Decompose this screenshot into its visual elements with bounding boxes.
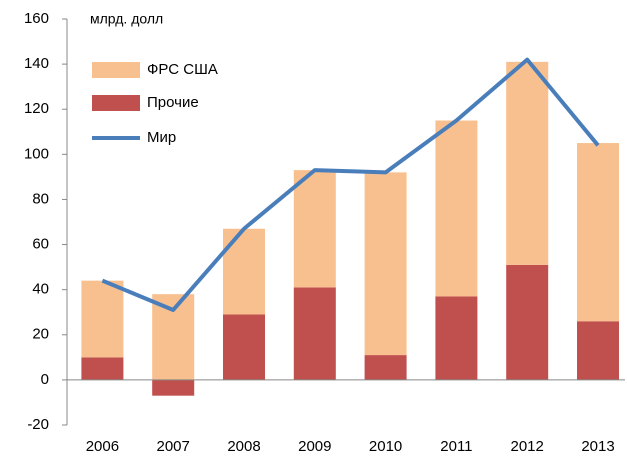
y-tick-label: -20 — [27, 416, 49, 433]
x-tick-label: 2013 — [581, 438, 614, 455]
bar-segment — [223, 314, 265, 380]
x-tick-label: 2010 — [369, 438, 402, 455]
bar-segment — [81, 280, 124, 358]
x-tick-label: 2009 — [298, 438, 331, 455]
x-tick-label: 2006 — [86, 438, 119, 455]
bar-segment — [223, 228, 265, 315]
y-tick-label: 140 — [24, 55, 49, 72]
bar-segment — [577, 321, 619, 380]
legend-swatch — [92, 95, 140, 111]
y-tick-label: 100 — [24, 145, 49, 162]
bar-segment — [293, 170, 336, 288]
y-tick-label: 40 — [32, 281, 49, 298]
bar-segment — [152, 379, 195, 396]
legend-swatch — [92, 62, 140, 78]
bar-segment — [577, 143, 619, 322]
bar-segment — [364, 355, 407, 380]
x-tick-label: 2008 — [227, 438, 260, 455]
bar-segment — [81, 357, 124, 380]
bar-segment — [506, 61, 549, 265]
bar-segment — [293, 287, 336, 380]
y-tick-label: 160 — [24, 10, 49, 27]
bar-segment — [435, 120, 478, 297]
legend-label: Прочие — [147, 94, 199, 111]
y-tick-label: 60 — [32, 236, 49, 253]
x-tick-label: 2011 — [440, 438, 472, 455]
legend-label: Мир — [147, 129, 176, 146]
y-tick-label: 20 — [32, 326, 49, 343]
bar-segment — [506, 264, 549, 380]
y-tick-label: 80 — [32, 190, 49, 207]
unit-label: млрд. долл — [90, 11, 163, 27]
bar-segment — [364, 172, 407, 356]
legend-label: ФРС США — [147, 61, 218, 78]
line — [101, 57, 600, 312]
bar-segment — [435, 296, 478, 380]
x-tick-label: 2012 — [511, 438, 544, 455]
x-tick-label: 2007 — [157, 438, 190, 455]
y-tick-label: 120 — [24, 100, 49, 117]
y-tick-label: 0 — [41, 371, 49, 388]
